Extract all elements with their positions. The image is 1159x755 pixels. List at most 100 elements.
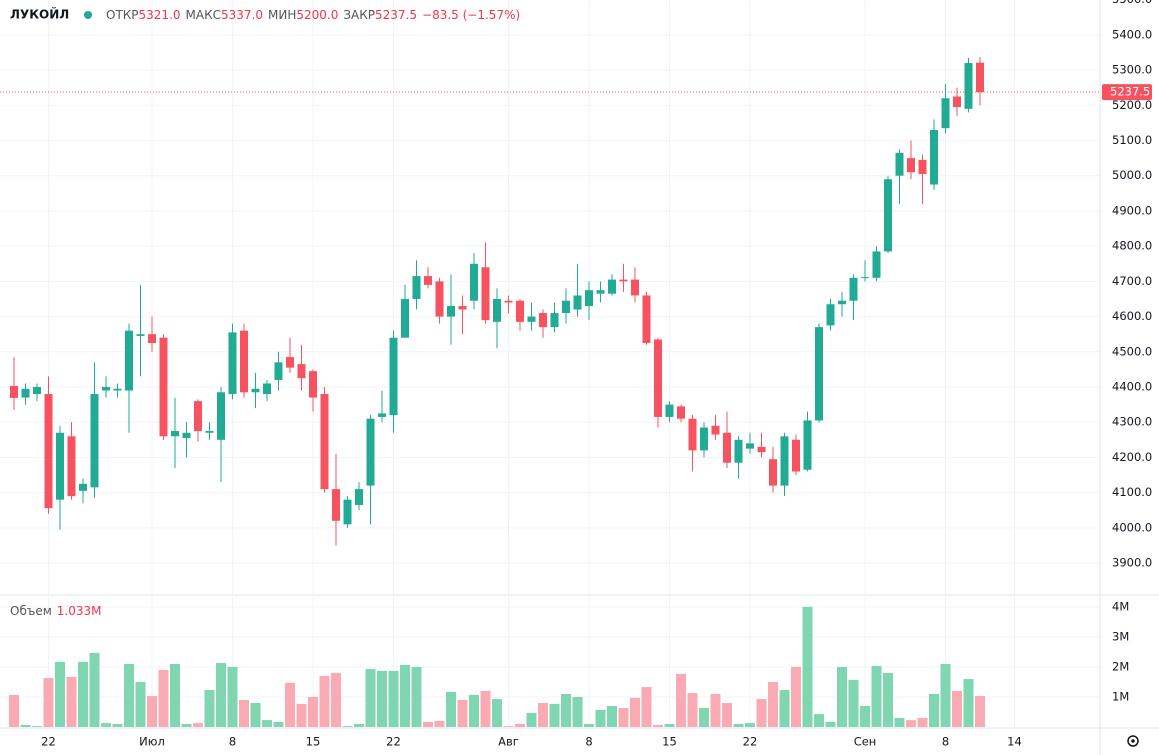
volume-bar (20, 724, 31, 727)
volume-bar (423, 721, 433, 727)
volume-bar (572, 696, 583, 727)
candle-body (562, 300, 570, 314)
candle-body (355, 489, 363, 505)
volume-tick-label: 3M (1112, 629, 1129, 643)
candle-body (159, 337, 168, 437)
candle-body (481, 267, 490, 321)
candle-body (148, 334, 156, 343)
volume-bar (779, 690, 790, 727)
volume-bar (515, 723, 525, 727)
volume-bar (814, 714, 824, 727)
volume-bar (354, 723, 364, 727)
volume-bar (791, 666, 801, 727)
volume-bar (250, 702, 261, 727)
candle-body (642, 295, 651, 343)
volume-bar (837, 666, 847, 727)
volume-bar (768, 681, 778, 727)
x-tick-label: 15 (306, 735, 321, 749)
volume-bar (147, 696, 157, 727)
candle-body (470, 263, 478, 301)
volume-bar (446, 691, 456, 727)
volume-bar (906, 720, 916, 727)
y-tick-label: 5500.0 (1112, 0, 1152, 6)
candle-body (884, 179, 892, 252)
candle-body (585, 290, 593, 307)
candle-body (320, 394, 329, 490)
volume-bar (653, 724, 663, 727)
y-tick-label: 5400.0 (1112, 27, 1152, 41)
y-tick-label: 4900.0 (1112, 203, 1152, 217)
candle-body (746, 443, 754, 449)
candle-body (861, 277, 869, 279)
candle-body (136, 334, 145, 336)
volume-bar (848, 679, 859, 727)
last-price-badge (1102, 84, 1152, 101)
volume-last: 1.033M (57, 604, 102, 618)
candle-body (550, 313, 559, 328)
legend-label: МИН (268, 8, 296, 22)
candle-body (240, 330, 248, 393)
volume-bar (66, 676, 77, 727)
volume-bar (457, 699, 468, 727)
legend-label: ЗАКР (343, 8, 375, 22)
candle-body (458, 306, 467, 310)
candle-body (711, 425, 720, 435)
x-tick-label: Сен (854, 735, 877, 749)
volume-bar (135, 681, 146, 727)
y-tick-label: 4600.0 (1112, 309, 1152, 323)
volume-bar (377, 670, 387, 727)
candle-body (665, 404, 674, 417)
volume-bar (365, 669, 376, 727)
candle-body (217, 392, 225, 440)
y-tick-label: 4400.0 (1112, 379, 1152, 393)
candle-body (286, 357, 294, 368)
x-tick-label: 22 (41, 735, 56, 749)
candle-body (654, 339, 662, 417)
y-tick-label: 4300.0 (1112, 415, 1152, 429)
legend-label: ОТКР (106, 8, 139, 22)
y-tick-label: 5100.0 (1112, 133, 1152, 147)
candle-body (274, 362, 283, 380)
candle-body (596, 290, 605, 294)
candle-body (343, 499, 352, 525)
candle-body (171, 431, 179, 437)
volume-bar (871, 666, 882, 727)
x-tick-label: 22 (386, 735, 401, 749)
volume-bar (112, 723, 123, 727)
candle-body (228, 332, 237, 395)
candle-body (723, 432, 731, 463)
candle-body (194, 401, 202, 432)
candle-body (826, 304, 835, 326)
candle-body (677, 406, 685, 419)
x-tick-label: 14 (1007, 735, 1022, 749)
candle-body (849, 277, 858, 301)
volume-bar (963, 678, 974, 727)
candle-body (366, 418, 375, 486)
volume-bar (687, 693, 698, 727)
candle-body (872, 251, 881, 278)
volume-bar (181, 723, 192, 727)
candle-body (378, 413, 386, 417)
candle-body (573, 295, 582, 310)
candle-body (389, 337, 398, 416)
candle-body (332, 489, 340, 521)
volume-bar (319, 675, 330, 727)
volume-bar (538, 702, 548, 727)
candle-body (619, 279, 628, 282)
volume-bar (308, 696, 318, 727)
candle-body (90, 394, 99, 488)
settings-icon[interactable] (1127, 735, 1139, 747)
volume-bar (204, 690, 215, 727)
volume-bar (745, 723, 755, 727)
candle-body (424, 276, 432, 285)
candle-body (964, 63, 973, 109)
volume-bar (825, 721, 836, 727)
volume-bar (756, 699, 767, 727)
legend: ОТКР5321.0 МАКС5337.0 МИН5200.0 ЗАКР5237.5−… (106, 8, 520, 22)
y-tick-label: 4200.0 (1112, 450, 1152, 464)
volume-bar (480, 690, 491, 727)
volume-bar (975, 695, 985, 727)
candle-body (67, 436, 76, 497)
volume-bar (584, 723, 594, 727)
